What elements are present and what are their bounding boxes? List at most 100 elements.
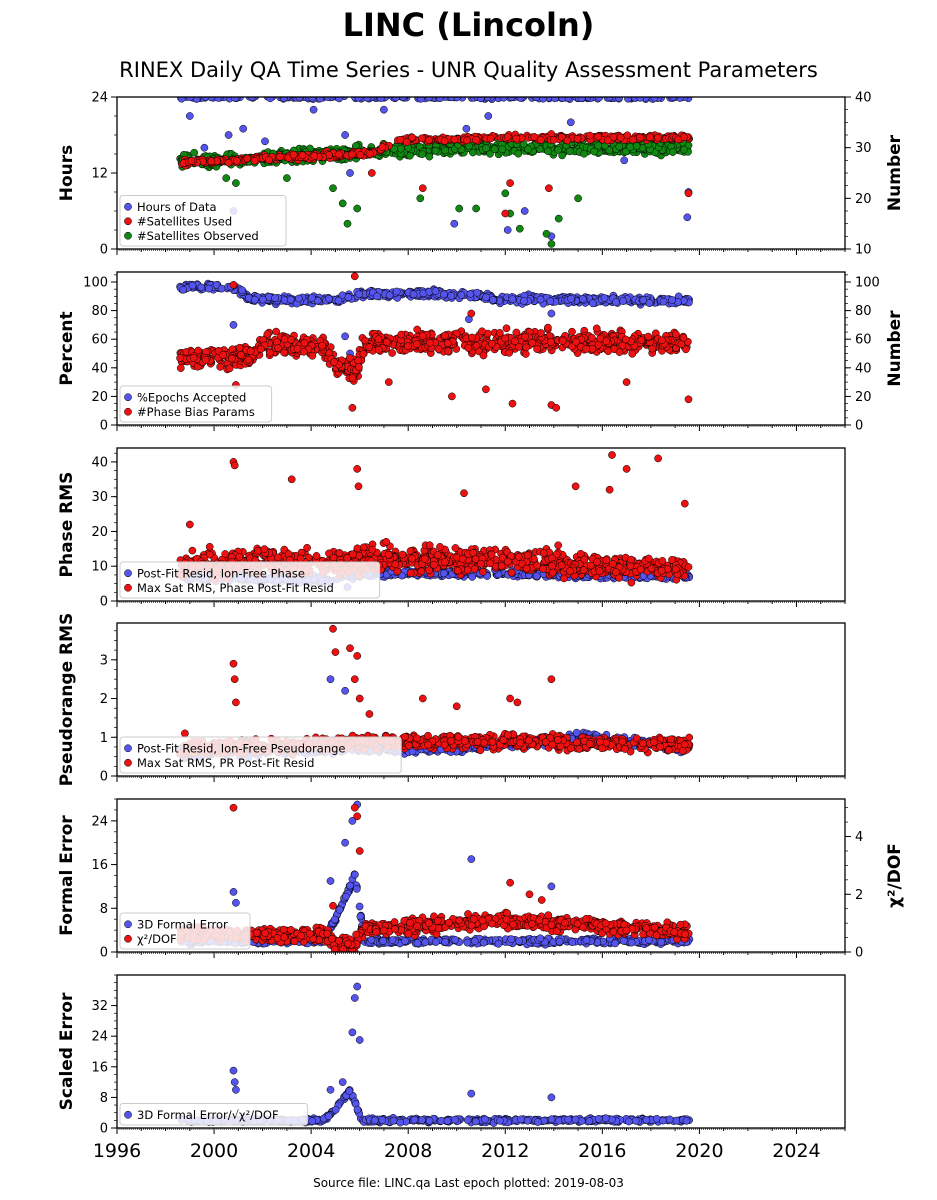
data-point [544, 147, 553, 156]
data-point [515, 224, 524, 233]
data-point [310, 152, 319, 160]
data-point [604, 347, 613, 356]
data-point [345, 354, 354, 362]
data-point [482, 144, 490, 153]
data-point [309, 105, 318, 114]
data-point [334, 296, 343, 305]
data-point [232, 179, 240, 187]
data-point [359, 350, 368, 358]
data-point [380, 105, 388, 114]
data-point [353, 204, 362, 213]
data-point [632, 142, 641, 150]
data-point [567, 294, 575, 303]
data-point [355, 363, 363, 371]
data-point [520, 207, 529, 215]
data-point [341, 332, 349, 341]
data-point [580, 149, 588, 158]
right-y-tick-label: 0 [855, 419, 863, 434]
data-point [533, 345, 541, 353]
data-point [398, 550, 407, 559]
data-point [467, 309, 476, 318]
data-point [229, 321, 238, 329]
data-point [298, 151, 307, 160]
data-point [266, 348, 274, 357]
y-tick-label: 80 [91, 304, 108, 319]
data-point [190, 148, 199, 157]
data-points-hours [176, 97, 693, 248]
data-point [440, 290, 448, 299]
data-point [508, 295, 517, 304]
data-point [231, 97, 239, 102]
data-point [637, 336, 646, 345]
data-point [197, 283, 206, 292]
data-point [577, 97, 586, 103]
data-point [592, 324, 601, 333]
data-point [674, 135, 682, 144]
data-point [624, 97, 632, 103]
data-point [573, 134, 582, 143]
data-point [338, 199, 347, 208]
data-point [272, 327, 280, 336]
data-point [574, 194, 582, 203]
data-point [300, 339, 309, 347]
data-point [524, 145, 532, 154]
data-point [554, 541, 563, 550]
panel-percent: 0 20 40 60 80 100 Percent 0 20 40 60 80 100 Number %Ep… [57, 271, 905, 434]
data-point [388, 349, 396, 357]
data-point [418, 184, 427, 193]
data-point [547, 338, 555, 346]
data-point [324, 294, 333, 303]
data-point [450, 135, 459, 144]
data-point [308, 351, 317, 360]
data-point [620, 156, 629, 165]
data-point [680, 145, 688, 154]
data-point [431, 287, 440, 295]
data-point [416, 194, 425, 203]
data-point [544, 323, 552, 332]
data-point [392, 287, 401, 296]
data-point [615, 97, 623, 102]
data-point [616, 133, 625, 142]
data-point [547, 240, 556, 248]
data-point [425, 152, 434, 161]
y-tick-label: 40 [91, 361, 108, 376]
data-point [425, 541, 434, 550]
data-point [440, 137, 449, 145]
data-point [194, 346, 203, 355]
data-point [365, 343, 374, 352]
data-point [294, 294, 303, 303]
data-point [235, 552, 244, 561]
data-point [280, 335, 289, 344]
data-point [568, 327, 576, 336]
data-point [542, 229, 551, 238]
data-point [582, 345, 591, 353]
data-point [246, 347, 255, 356]
right-y-tick-label: 30 [855, 141, 872, 156]
data-point [318, 341, 327, 350]
data-point [551, 97, 559, 103]
data-point [512, 134, 521, 143]
data-point [479, 567, 487, 576]
data-point [622, 378, 631, 386]
y-axis-label: Hours [57, 145, 77, 202]
data-point [233, 157, 241, 165]
data-point [514, 149, 523, 158]
data-point [330, 358, 338, 366]
data-point [408, 133, 416, 142]
data-point [404, 342, 412, 351]
data-point [243, 154, 252, 163]
data-point [280, 348, 288, 357]
data-point [668, 148, 677, 156]
right-y-tick-label: 80 [855, 304, 872, 319]
data-point [684, 395, 693, 404]
data-point [216, 363, 225, 371]
data-point [536, 295, 545, 304]
data-point [238, 286, 246, 295]
legend-label: #Satellites Observed [137, 229, 259, 243]
data-point [490, 145, 499, 154]
data-point [261, 137, 269, 146]
data-point [354, 97, 363, 102]
data-point [464, 344, 473, 352]
data-point [176, 364, 185, 372]
